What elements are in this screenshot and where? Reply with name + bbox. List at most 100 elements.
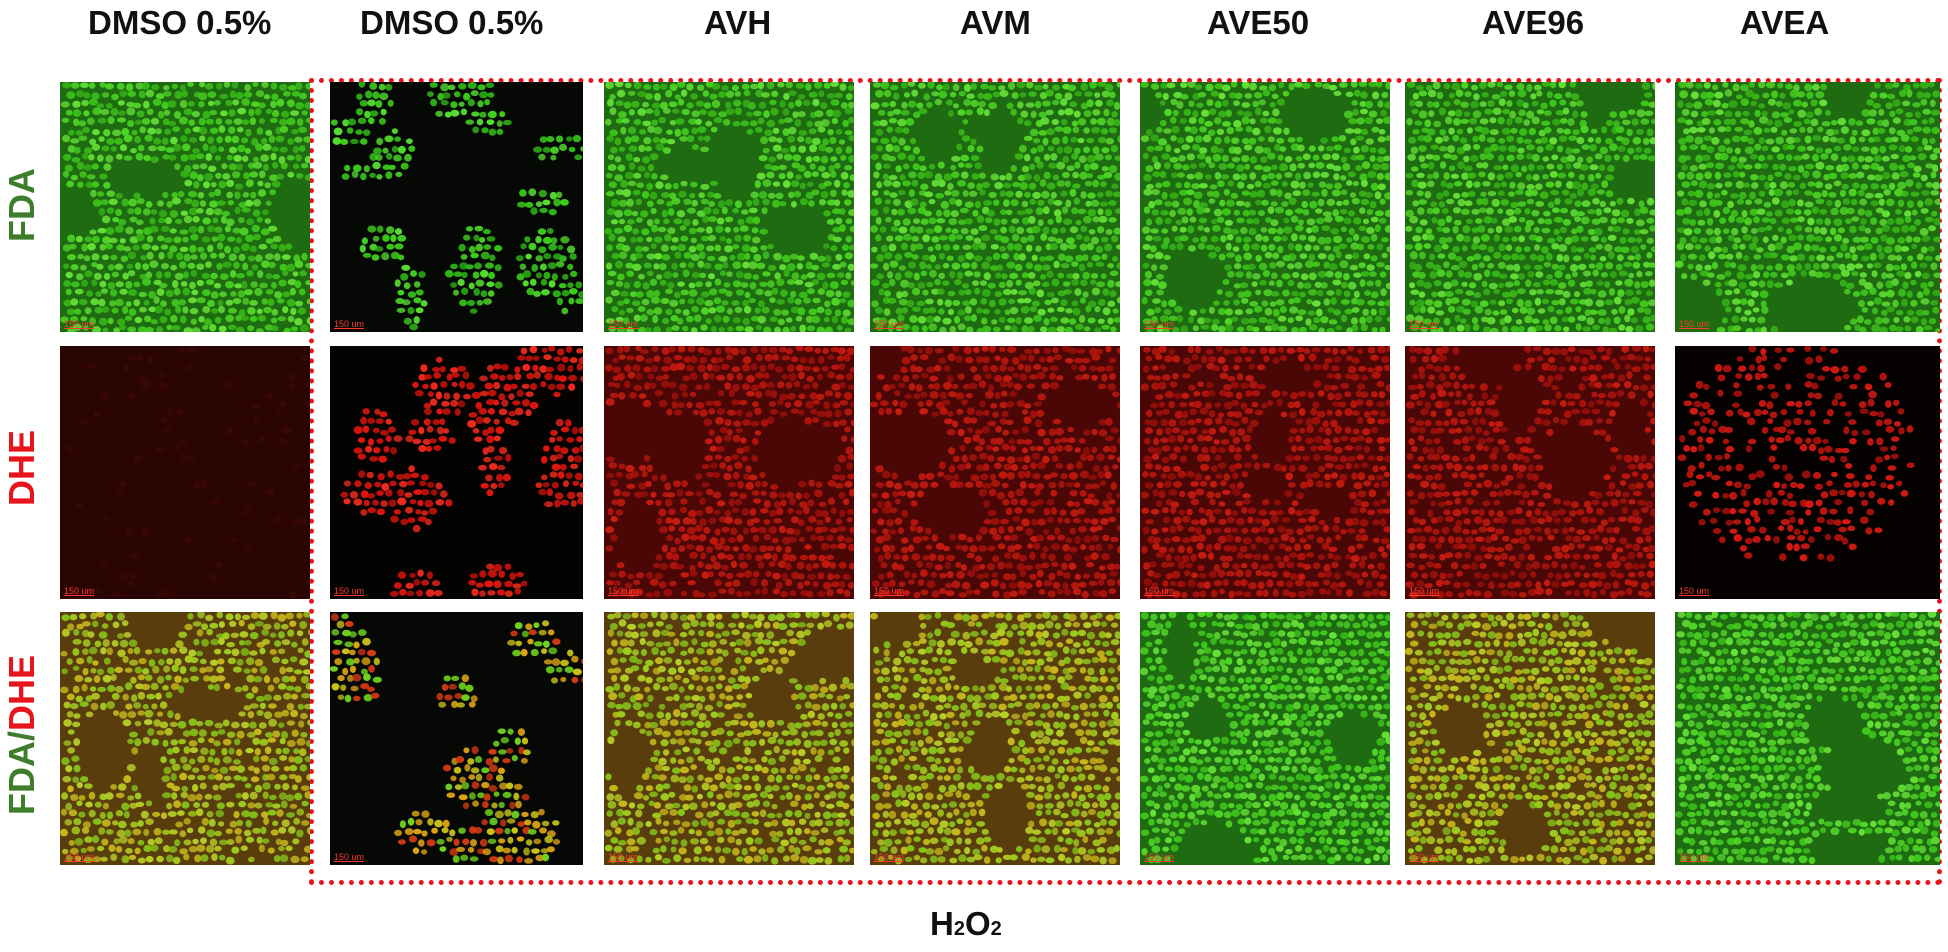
cell [1019,92,1027,98]
cell [304,382,310,389]
cell [1264,307,1273,316]
cell [1029,163,1036,171]
cell [395,473,405,480]
cell [1541,227,1551,234]
cell [1896,129,1906,136]
cell [1381,252,1388,259]
cell [136,219,144,226]
cell [685,365,695,372]
cell [151,245,159,251]
cell [193,181,200,189]
cell [928,217,937,225]
cell [1455,109,1463,117]
cell [1108,200,1117,206]
cell [164,308,172,316]
cell [822,138,829,146]
cell [553,198,561,207]
cell [604,364,613,372]
cell [988,85,997,91]
cell [970,155,980,161]
cell [633,280,641,289]
cell [78,135,88,141]
cell [947,110,954,117]
cell [838,208,846,215]
cell [978,225,988,232]
cell [1715,288,1723,297]
cell [1023,153,1031,162]
cell [103,272,111,280]
cell [413,297,422,304]
cell [576,491,583,498]
cell [665,288,673,294]
cell [458,243,466,252]
cell [1751,182,1759,189]
cell [1062,136,1069,144]
cell [696,243,705,251]
cell [1282,289,1290,297]
cell [575,281,583,289]
cell [530,383,538,391]
micrograph-panel: 150 um [870,82,1120,332]
cell [1264,251,1273,259]
cell [1371,327,1378,332]
cell [661,209,668,218]
cell [1232,173,1241,181]
cell [800,274,808,280]
cell [294,317,303,326]
cell [229,90,237,99]
cell [830,99,840,106]
cell [1492,310,1500,316]
cell [1923,325,1933,331]
column-header-dmso-control: DMSO 0.5% [88,4,272,41]
cell [568,383,576,391]
cell [189,171,198,180]
cell [1736,271,1745,280]
cell [1445,182,1454,189]
cell [1468,191,1476,197]
cell [478,408,488,415]
cell [1037,144,1045,153]
cell [232,99,240,106]
cell [1919,82,1929,89]
cell [425,445,433,452]
cell [123,246,132,252]
cell [1027,215,1036,224]
cell [1183,197,1192,206]
cell [1024,317,1033,324]
cell [1038,111,1047,118]
cell [1910,279,1917,286]
cell [806,272,816,279]
cell [127,208,135,215]
cell [1249,172,1256,180]
cell [718,326,725,332]
cell [415,289,424,296]
cell [721,206,728,215]
cell [1769,271,1778,278]
cell [1860,289,1869,296]
cell [1730,155,1738,163]
cell [234,191,241,200]
cell [1216,128,1225,135]
cell [1436,192,1444,200]
cell [1377,136,1386,143]
cell [440,83,449,92]
cell [997,264,1004,271]
cell [1270,323,1279,331]
cell [947,182,954,191]
cell [1899,171,1909,178]
cell [898,299,908,306]
cell [1836,164,1844,173]
cell [276,298,285,304]
cell [939,235,948,241]
cell [369,82,378,90]
cell [680,180,688,187]
cell [1551,299,1560,306]
cell [439,418,446,425]
cell [1557,172,1567,179]
cell [1553,228,1560,235]
cell [735,325,745,332]
cell [617,300,625,306]
cell [114,137,123,145]
cell [259,170,266,179]
cell [1100,128,1109,135]
